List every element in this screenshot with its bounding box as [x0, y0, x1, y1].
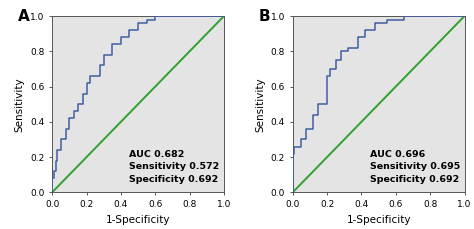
X-axis label: 1-Specificity: 1-Specificity [106, 215, 170, 225]
Y-axis label: Sensitivity: Sensitivity [255, 77, 265, 131]
Text: AUC 0.696
Sensitivity 0.695
Specificity 0.692: AUC 0.696 Sensitivity 0.695 Specificity … [370, 150, 460, 184]
X-axis label: 1-Specificity: 1-Specificity [346, 215, 411, 225]
Text: AUC 0.682
Sensitivity 0.572
Specificity 0.692: AUC 0.682 Sensitivity 0.572 Specificity … [129, 150, 220, 184]
Text: B: B [258, 9, 270, 24]
Y-axis label: Sensitivity: Sensitivity [15, 77, 25, 131]
Text: A: A [18, 9, 29, 24]
